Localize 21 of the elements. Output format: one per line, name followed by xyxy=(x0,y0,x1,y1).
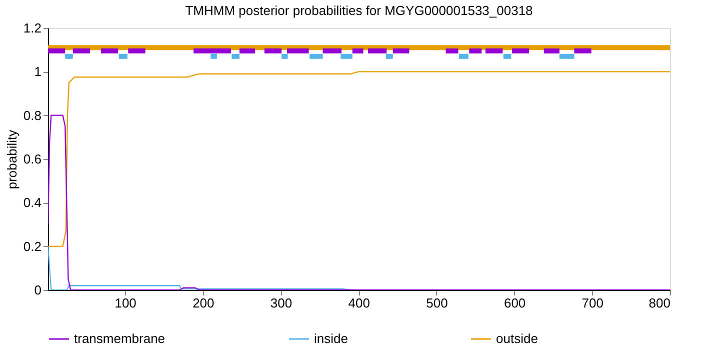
line-series xyxy=(48,71,670,247)
y-tick-label: 0.6 xyxy=(23,152,42,166)
x-tick-label: 500 xyxy=(426,296,448,310)
legend-label: transmembrane xyxy=(74,331,166,346)
legend-label: inside xyxy=(314,331,348,346)
x-tick-label: 400 xyxy=(348,296,370,310)
x-tick-label: 600 xyxy=(504,296,526,310)
x-tick-label: 700 xyxy=(582,296,604,310)
x-tick-label: 100 xyxy=(114,296,136,310)
legend-label: outside xyxy=(496,331,538,346)
y-tick-label: 0.4 xyxy=(23,195,42,210)
y-axis-title: probability xyxy=(4,129,20,190)
y-tick-label: 0 xyxy=(34,282,42,298)
y-tick-label: 1 xyxy=(34,64,42,80)
y-tick-label: 1.2 xyxy=(23,20,42,36)
y-tick-label: 0.2 xyxy=(23,238,42,254)
chart-title: TMHMM posterior probabilities for MGYG000001533_00318 xyxy=(185,3,533,18)
y-tick-label: 0.8 xyxy=(23,108,42,123)
x-tick-label: 800 xyxy=(648,296,670,310)
x-tick-label: 300 xyxy=(270,296,292,310)
x-tick-label: 200 xyxy=(192,296,214,310)
